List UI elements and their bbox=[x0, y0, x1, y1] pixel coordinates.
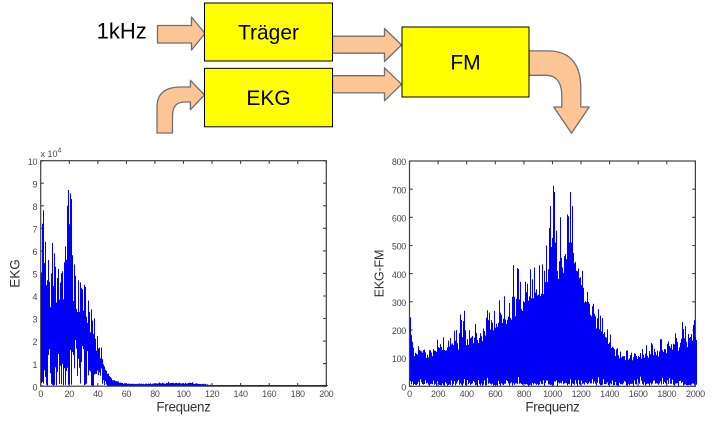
svg-text:800: 800 bbox=[392, 157, 406, 167]
svg-text:1800: 1800 bbox=[657, 389, 676, 399]
svg-text:300: 300 bbox=[392, 298, 406, 308]
svg-text:600: 600 bbox=[392, 213, 406, 223]
svg-text:0: 0 bbox=[38, 389, 43, 399]
svg-text:200: 200 bbox=[319, 389, 333, 399]
svg-text:100: 100 bbox=[176, 389, 190, 399]
svg-text:EKG: EKG bbox=[246, 87, 290, 110]
svg-text:80: 80 bbox=[150, 389, 160, 399]
svg-text:140: 140 bbox=[234, 389, 248, 399]
svg-text:180: 180 bbox=[291, 389, 305, 399]
svg-text:EKG-FM: EKG-FM bbox=[372, 250, 386, 297]
svg-text:9: 9 bbox=[32, 179, 37, 189]
svg-text:EKG: EKG bbox=[7, 259, 22, 288]
svg-text:Träger: Träger bbox=[238, 21, 299, 44]
svg-text:400: 400 bbox=[460, 389, 474, 399]
svg-text:1kHz: 1kHz bbox=[97, 19, 147, 44]
svg-text:Frequenz: Frequenz bbox=[525, 399, 580, 414]
svg-text:400: 400 bbox=[392, 270, 406, 280]
svg-text:7: 7 bbox=[32, 224, 37, 234]
svg-text:700: 700 bbox=[392, 185, 406, 195]
svg-text:8: 8 bbox=[32, 202, 37, 212]
svg-text:1400: 1400 bbox=[600, 389, 619, 399]
svg-text:200: 200 bbox=[431, 389, 445, 399]
svg-text:60: 60 bbox=[122, 389, 132, 399]
svg-text:800: 800 bbox=[517, 389, 531, 399]
svg-text:0: 0 bbox=[407, 389, 412, 399]
svg-text:0: 0 bbox=[401, 382, 406, 392]
svg-text:40: 40 bbox=[93, 389, 103, 399]
svg-text:600: 600 bbox=[488, 389, 502, 399]
svg-text:x 104: x 104 bbox=[41, 148, 62, 160]
svg-text:100: 100 bbox=[392, 354, 406, 364]
svg-text:0: 0 bbox=[32, 382, 37, 392]
svg-text:120: 120 bbox=[205, 389, 219, 399]
svg-text:6: 6 bbox=[32, 247, 37, 257]
svg-text:160: 160 bbox=[262, 389, 276, 399]
svg-text:4: 4 bbox=[32, 292, 37, 302]
svg-text:5: 5 bbox=[32, 270, 37, 280]
svg-text:1200: 1200 bbox=[572, 389, 591, 399]
svg-text:1000: 1000 bbox=[543, 389, 562, 399]
svg-text:10: 10 bbox=[28, 157, 38, 167]
svg-text:2000: 2000 bbox=[686, 389, 705, 399]
svg-text:200: 200 bbox=[392, 326, 406, 336]
svg-text:1600: 1600 bbox=[629, 389, 648, 399]
svg-text:20: 20 bbox=[65, 389, 75, 399]
svg-text:3: 3 bbox=[32, 315, 37, 325]
svg-text:1: 1 bbox=[32, 360, 37, 370]
svg-text:Frequenz: Frequenz bbox=[156, 399, 211, 414]
svg-text:500: 500 bbox=[392, 242, 406, 252]
svg-text:2: 2 bbox=[32, 337, 37, 347]
svg-text:FM: FM bbox=[450, 51, 480, 74]
